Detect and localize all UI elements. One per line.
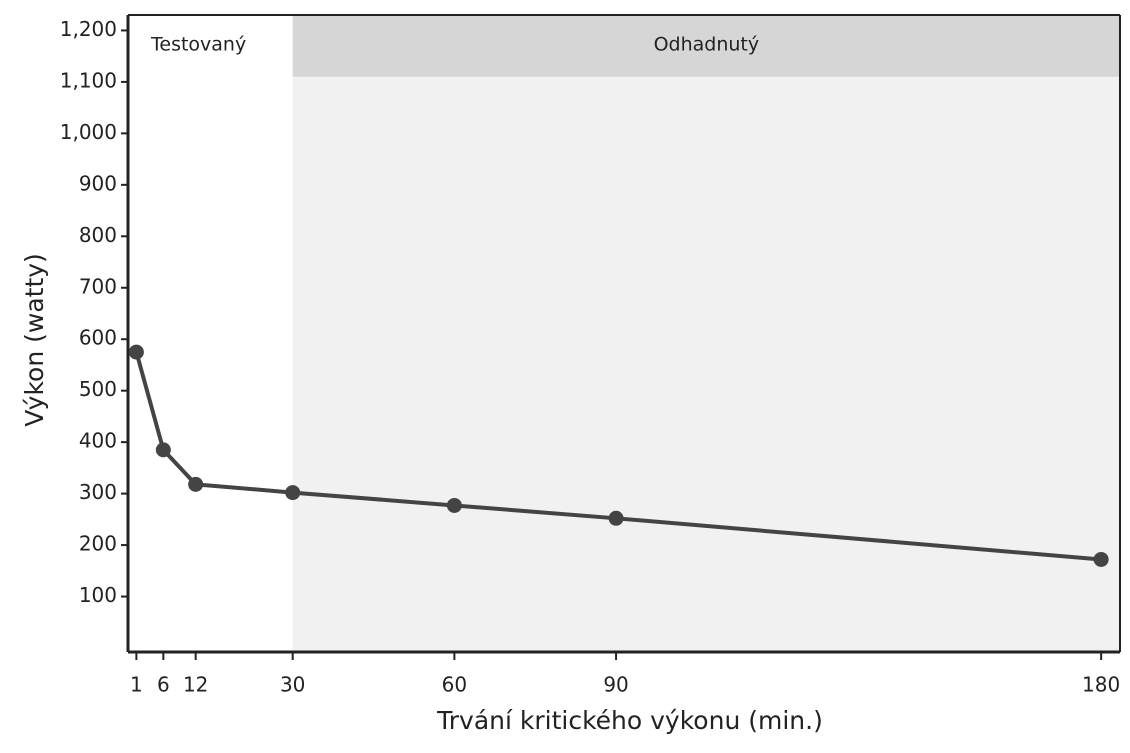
y-tick-label: 500 [79, 377, 117, 401]
x-tick-label: 1 [130, 673, 143, 697]
estimated-region [292, 15, 1121, 652]
x-tick-label: 6 [157, 673, 170, 697]
x-tick-label: 30 [280, 673, 305, 697]
data-point [188, 476, 204, 492]
y-tick-label: 1,200 [60, 17, 117, 41]
x-tick-label: 60 [442, 673, 467, 697]
data-point [1093, 551, 1109, 567]
y-tick-label: 100 [79, 583, 117, 607]
x-tick-label: 12 [183, 673, 208, 697]
x-tick-label: 180 [1082, 673, 1120, 697]
y-tick-label: 700 [79, 274, 117, 298]
region-label: Testovaný [150, 34, 246, 56]
estimated-header-band [292, 15, 1121, 77]
y-tick-label: 900 [79, 171, 117, 195]
y-tick-label: 300 [79, 480, 117, 504]
y-tick-label: 400 [79, 429, 117, 453]
data-point [285, 485, 301, 501]
region-label: Odhadnutý [654, 34, 760, 56]
x-tick-label: 90 [603, 673, 628, 697]
data-point [155, 442, 171, 458]
data-point [608, 510, 624, 526]
y-tick-label: 1,000 [60, 120, 117, 144]
y-tick-label: 800 [79, 223, 117, 247]
data-point [128, 344, 144, 360]
y-tick-label: 200 [79, 532, 117, 556]
y-tick-label: 1,100 [60, 68, 117, 92]
x-axis-title: Trvání kritického výkonu (min.) [436, 706, 823, 735]
data-point [446, 497, 462, 513]
y-axis-title: Výkon (watty) [20, 253, 49, 427]
y-tick-label: 600 [79, 326, 117, 350]
